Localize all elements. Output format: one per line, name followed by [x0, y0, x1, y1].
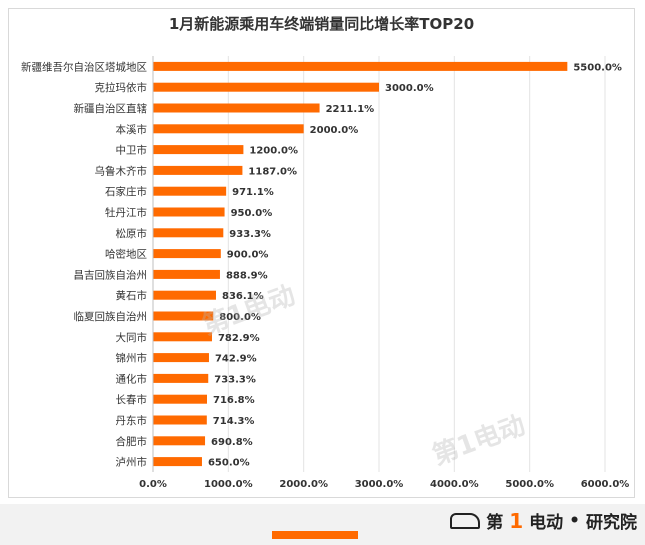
brand-logo: 第 1 电动 • 研究院	[450, 508, 637, 533]
category-label: 通化市	[116, 372, 148, 385]
value-label: 950.0%	[231, 208, 273, 219]
bar	[153, 373, 209, 383]
value-label: 5500.0%	[573, 62, 622, 73]
value-label: 933.3%	[229, 229, 271, 240]
car-icon	[450, 512, 481, 529]
category-label: 本溪市	[116, 123, 148, 136]
bar	[153, 103, 320, 113]
bar	[153, 207, 225, 217]
category-label: 乌鲁木齐市	[95, 164, 148, 177]
category-label: 丹东市	[116, 414, 148, 427]
bar	[153, 269, 220, 279]
value-label: 714.3%	[213, 416, 255, 427]
value-label: 3000.0%	[385, 83, 434, 94]
x-tick-label: 3000.0%	[355, 479, 404, 490]
category-label: 牡丹江市	[105, 206, 147, 219]
category-label: 临夏回族自治州	[74, 310, 148, 323]
bar	[153, 415, 207, 425]
category-label: 克拉玛依市	[95, 81, 148, 94]
value-label: 1200.0%	[249, 146, 298, 157]
category-label: 中卫市	[116, 144, 148, 157]
value-label: 742.9%	[215, 354, 257, 365]
brand-prefix: 第	[486, 513, 504, 533]
category-label: 新疆自治区直辖	[74, 102, 148, 115]
x-tick-label: 5000.0%	[505, 479, 554, 490]
bar	[153, 457, 202, 467]
value-label: 900.0%	[227, 250, 269, 261]
x-tick-label: 0.0%	[139, 479, 167, 490]
bar	[153, 145, 244, 155]
bar	[153, 290, 216, 300]
category-label: 锦州市	[116, 352, 148, 365]
bar	[153, 124, 304, 134]
value-label: 888.9%	[226, 270, 268, 281]
bar	[153, 61, 568, 71]
x-tick-label: 2000.0%	[279, 479, 328, 490]
category-label: 昌吉回族自治州	[74, 268, 148, 281]
x-tick-label: 6000.0%	[581, 479, 630, 490]
value-label: 716.8%	[213, 395, 255, 406]
category-label: 新疆维吾尔自治区塔城地区	[21, 60, 147, 73]
brand-divider: •	[569, 510, 580, 531]
bar	[153, 332, 212, 342]
bar	[153, 353, 209, 363]
bar	[153, 82, 379, 92]
chart-title: 1月新能源乘用车终端销量同比增长率TOP20	[168, 15, 475, 33]
category-label: 合肥市	[116, 435, 148, 448]
category-label: 泸州市	[116, 456, 148, 469]
bar	[153, 394, 207, 404]
brand-tail: 研究院	[586, 513, 637, 533]
category-label: 哈密地区	[105, 248, 147, 261]
value-label: 733.3%	[214, 374, 256, 385]
category-label: 黄石市	[116, 289, 148, 302]
value-label: 2000.0%	[310, 125, 359, 136]
bar	[153, 186, 227, 196]
x-tick-label: 1000.0%	[204, 479, 253, 490]
bar	[153, 165, 243, 175]
category-label: 长春市	[116, 393, 148, 406]
value-label: 1187.0%	[248, 166, 297, 177]
category-label: 大同市	[116, 331, 148, 344]
value-label: 800.0%	[219, 312, 261, 323]
brand-suffix: 电动	[529, 513, 564, 533]
value-label: 2211.1%	[326, 104, 375, 115]
bar	[153, 249, 221, 259]
bar	[153, 228, 224, 238]
bar	[153, 311, 214, 321]
bar	[153, 436, 206, 446]
category-label: 松原市	[116, 227, 148, 240]
value-label: 650.0%	[208, 458, 250, 469]
value-label: 690.8%	[211, 437, 253, 448]
category-label: 石家庄市	[105, 185, 147, 198]
footer-accent-bar	[272, 531, 358, 539]
value-label: 782.9%	[218, 333, 260, 344]
brand-one: 1	[509, 508, 524, 533]
value-label: 836.1%	[222, 291, 264, 302]
value-label: 971.1%	[232, 187, 274, 198]
x-tick-label: 4000.0%	[430, 479, 479, 490]
